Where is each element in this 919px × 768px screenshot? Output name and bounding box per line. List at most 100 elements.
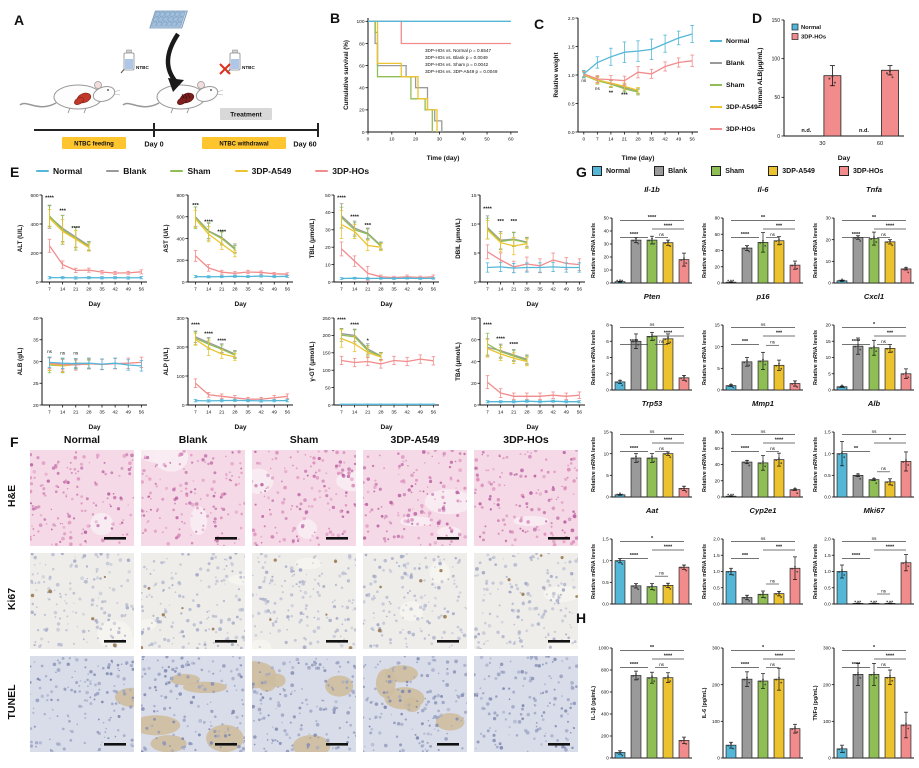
x-tick-label: 50 (484, 137, 490, 143)
legend-groups-c: Normal Blank Sham 3DP-A549 3DP-HOs (710, 30, 758, 140)
chart-title: p16 (755, 292, 770, 301)
significance-mark: ns (770, 578, 776, 583)
x-tick-label: 56 (577, 287, 583, 293)
x-tick-label: 21 (511, 287, 517, 293)
significance-mark: ** (761, 215, 766, 221)
micrograph (141, 553, 245, 649)
y-tick-label: 1.0 (713, 569, 720, 574)
significance-mark: **** (852, 339, 861, 345)
chart-p16: p16 0 5 10 15 Relative mRNA levels ns *** *** ns (697, 289, 808, 395)
x-tick-label: 14 (352, 410, 358, 416)
series-3DP-A549 (487, 347, 528, 363)
series-3DP-A549 (195, 218, 236, 255)
chart-svg-Cyp2e1: Cyp2e1 0.0 0.5 1.0 1.5 2.0 Relative mRNA level… (702, 506, 803, 607)
y-tick-label: 60 (359, 63, 365, 69)
y-tick-label: 60 (715, 446, 721, 451)
micrograph (474, 450, 578, 546)
chart-title: Mmp1 (752, 399, 774, 408)
histology-row-label-Ki67: Ki67 (6, 587, 18, 611)
x-tick-label: 40 (461, 137, 467, 143)
series-Sham (195, 337, 236, 356)
micrograph (474, 553, 578, 649)
x-tick-label: 49 (272, 410, 278, 416)
y-tick-label: 2 (606, 371, 609, 376)
significance-mark: * (367, 338, 370, 344)
y-axis-label: Relative mRNA levels (591, 223, 597, 278)
x-tick-label: 21 (622, 137, 628, 143)
x-tick-label: 49 (564, 410, 570, 416)
significance-mark: ns (47, 349, 53, 354)
histology-image-ki67-sham (252, 553, 356, 649)
series-Normal (583, 33, 693, 75)
x-tick-label: 42 (550, 410, 556, 416)
y-tick-label: 600 (176, 215, 184, 221)
histology-image-tunel-sham (252, 656, 356, 752)
bar-Sham (757, 680, 769, 759)
x-tick-label: 28 (232, 410, 238, 416)
significance-mark: * (651, 536, 654, 542)
micrograph (363, 553, 467, 649)
panel-f: F Normal Blank Sham 3DP-A549 3DP-HOs H&E Ki67 T… (4, 434, 594, 764)
y-tick-label: 40 (33, 316, 39, 322)
series-Normal (49, 361, 142, 367)
y-tick-label: 5 (474, 251, 477, 257)
y-tick-label: 1.0 (602, 558, 609, 563)
series-Blank (49, 216, 90, 247)
chart-svg-Pten: Pten 0 2 4 6 8 Relative mRNA levels ns **** **** n… (591, 292, 692, 393)
chart-il1b: Il-1b 0 10 20 30 40 50 Relative mRNA levels ****… (586, 182, 697, 288)
significance-mark: ns (659, 571, 665, 576)
x-axis-label: Day (380, 424, 392, 431)
histology-image-hande-normal (30, 450, 134, 546)
y-tick-label: 0 (606, 281, 609, 286)
chart-title: Il-6 (758, 185, 770, 194)
y-tick-label: 150 (322, 351, 330, 357)
panel-letter-h: H (576, 610, 587, 626)
y-tick-label: 0 (606, 495, 609, 500)
significance-mark: **** (483, 207, 493, 213)
x-axis-label: Time (day) (622, 155, 655, 162)
series-Sham (341, 334, 382, 357)
chart-cxcl1: Cxcl1 0 5 10 15 20 Relative mRNA levels * *** ***… (808, 289, 919, 395)
y-tick-label: 0.5 (602, 580, 609, 585)
legend-swatch-3DP-A549 (710, 105, 722, 109)
y-tick-label: 80 (715, 430, 721, 435)
y-tick-label: 100 (712, 719, 720, 724)
chart-cyp2e1: Cyp2e1 0.0 0.5 1.0 1.5 2.0 Relative mRNA level… (697, 503, 808, 609)
panel-h: H 0 200 400 600 800 1000 IL-1β (pg/mL) ** **** **… (576, 610, 919, 768)
scale-bar (104, 640, 126, 643)
chart-svg-DBIL: 0 5 10 15 7 14 21 28 35 42 49 56 DBIL (μmol/L) Day ***… (455, 193, 585, 308)
x-tick-label: 21 (219, 410, 225, 416)
chart-svg-TBIL: 0 10 20 30 40 50 7 14 21 28 35 42 49 56 TBIL (μmol/L) D… (309, 193, 439, 308)
x-tick-label: 49 (126, 287, 132, 293)
y-tick-label: 80 (359, 41, 365, 47)
significance-mark: ns (60, 351, 66, 356)
legend-swatch-3DP-A549 (768, 166, 779, 176)
y-tick-label: 20 (826, 237, 832, 242)
significance-mark: **** (852, 553, 861, 559)
significance-mark: ns (872, 429, 878, 434)
y-tick-label: 30 (33, 359, 39, 365)
y-tick-label: 100 (772, 56, 781, 62)
y-tick-label: 600 (601, 690, 609, 695)
y-tick-label: 1.5 (568, 44, 575, 50)
chart-alb-mrna: Alb 0.0 0.5 1.0 1.5 Relative mRNA levels ns * **… (808, 396, 919, 502)
significance-mark: *** (887, 330, 894, 336)
scale-bar (215, 640, 237, 643)
x-tick-label: 21 (365, 287, 371, 293)
series-Sham (341, 217, 382, 247)
chart-alt: 0 200 400 600 7 14 21 28 35 42 49 56 ALT (U/L) Day ***… (12, 186, 155, 308)
series-3DP-HOs (487, 381, 580, 397)
bar-3DP-HOs (900, 268, 912, 284)
x-tick-label: 42 (258, 287, 264, 293)
significance-mark: **** (664, 437, 673, 443)
significance-mark: **** (886, 653, 895, 659)
bar-Sham (868, 674, 880, 759)
chart-title: Mki67 (863, 506, 885, 515)
y-tick-label: 15 (604, 430, 610, 435)
y-axis-label: ALB (g/L) (17, 348, 24, 376)
x-axis-label: Day (234, 424, 246, 431)
y-tick-label: 10 (826, 259, 832, 264)
y-tick-label: 300 (823, 646, 831, 651)
